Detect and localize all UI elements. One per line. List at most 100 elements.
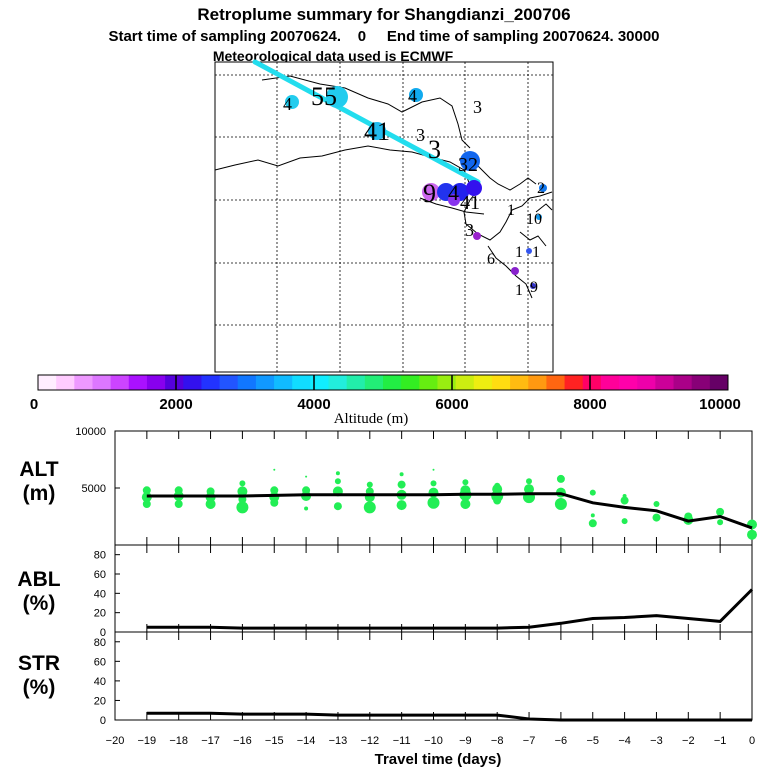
sampling-times: Start time of sampling 20070624. 0 End t…: [108, 28, 659, 45]
alt-scatter-point: [363, 501, 376, 514]
alt-scatter-point: [430, 480, 437, 487]
alt-scatter-point: [747, 529, 757, 540]
x-tick-label: −20: [106, 735, 125, 747]
colorbar-cell: [546, 375, 566, 390]
x-tick-label: −11: [393, 735, 411, 747]
map-label: 9: [530, 279, 538, 296]
y-tick-label: 10000: [75, 426, 106, 438]
alt-scatter-point: [589, 489, 596, 496]
colorbar-tick-label: 8000: [573, 396, 606, 413]
x-tick-label: −8: [491, 735, 504, 747]
alt-scatter-point: [620, 496, 629, 505]
alt-scatter-point: [460, 499, 471, 509]
plume-marker: [526, 248, 532, 254]
plume-marker: [473, 232, 481, 240]
x-axis-label: Travel time (days): [375, 751, 502, 768]
map-label: 1: [507, 202, 515, 219]
plume-marker: [530, 283, 536, 289]
y-tick-label: 80: [94, 637, 106, 649]
trajectory-path: [252, 59, 481, 185]
map-label: 4: [408, 86, 417, 106]
colorbar-cell: [183, 375, 202, 390]
plume-marker: [326, 86, 348, 108]
x-tick-label: −4: [618, 735, 631, 747]
colorbar-cell: [582, 375, 602, 390]
alt-scatter-point: [273, 468, 276, 471]
map-label: 1: [532, 244, 540, 261]
map-frame: [214, 61, 554, 373]
colorbar-cell: [346, 375, 366, 390]
x-tick-label: −6: [555, 735, 568, 747]
colorbar-cell: [165, 375, 184, 390]
y-tick-label: 40: [94, 676, 106, 688]
time-series-panels: ALT (m) ABL (%) STR (%) 5000 10000 0 20 40 6…: [17, 426, 757, 768]
colorbar-cell: [510, 375, 529, 390]
x-ticks: −20 −19 −18 −17 −16 −15 −14 −13 −12 −11 −10 −9 −8 −7−…: [106, 735, 755, 747]
alt-scatter-point: [462, 479, 469, 486]
alt-scatter-point: [652, 513, 661, 522]
alt-scatter-point: [399, 472, 404, 477]
map-label: 1: [515, 244, 523, 261]
x-tick-label: −3: [650, 735, 663, 747]
plume-marker: [368, 122, 386, 140]
colorbar-tick-label: 2000: [159, 396, 192, 413]
abl-ylabel-unit: (%): [23, 592, 56, 615]
plume-marker: [285, 95, 299, 109]
colorbar-cell: [473, 375, 493, 390]
y-tick-label: 60: [94, 569, 106, 581]
y-tick-label: 20: [94, 695, 106, 707]
y-tick-label: 5000: [82, 483, 106, 495]
alt-scatter-point: [588, 519, 597, 528]
x-tick-label: −13: [329, 735, 348, 747]
alt-scatter-point: [556, 474, 565, 483]
alt-scatter-point: [621, 518, 628, 525]
alt-scatter-point: [396, 500, 407, 511]
alt-scatter-point: [493, 496, 502, 505]
map-label: 1: [515, 282, 523, 299]
map-label: 3: [416, 125, 425, 145]
alt-scatter-point: [142, 486, 151, 495]
figure-title: Retroplume summary for Shangdianzi_20070…: [197, 5, 570, 24]
colorbar-label: Altitude (m): [334, 411, 409, 427]
colorbar-cell: [128, 375, 148, 390]
colorbar-cell: [419, 375, 438, 390]
map-label: 55: [311, 82, 337, 111]
colorbar-cell: [146, 375, 166, 390]
alt-scatter-point: [237, 486, 248, 497]
colorbar-cell: [383, 375, 402, 390]
map-label: 2: [537, 180, 545, 197]
alt-scatter-point: [524, 484, 534, 495]
colorbar-cell: [38, 375, 57, 390]
y-tick-label: 40: [94, 588, 106, 600]
map-label: 3: [428, 135, 441, 164]
plume-marker: [460, 151, 480, 171]
alt-scatter-point: [174, 500, 183, 508]
colorbar-cell: [437, 375, 457, 390]
x-tick-label: 0: [749, 735, 755, 747]
x-tick-label: −19: [138, 735, 157, 747]
x-tick-label: −9: [459, 735, 472, 747]
colorbar-cell: [237, 375, 257, 390]
colorbar-cell: [673, 375, 693, 390]
map-label: 3: [473, 97, 482, 117]
abl-line: [146, 588, 754, 630]
y-tick-label: 80: [94, 550, 106, 562]
map-label: 41: [364, 117, 390, 146]
colorbar-frame: [37, 374, 729, 391]
colorbar-tick-label: 6000: [435, 396, 468, 413]
str-ylabel: STR: [18, 652, 60, 675]
alt-scatter-point: [335, 471, 340, 476]
alt-scatter-point: [334, 478, 341, 485]
x-tick-label: −16: [233, 735, 252, 747]
colorbar-ticks: [175, 375, 591, 390]
colorbar-cell: [328, 375, 348, 390]
plume-marker: [466, 180, 482, 196]
alt-scatter-point: [653, 501, 660, 507]
alt-ylabel-unit: (m): [23, 482, 56, 505]
colorbar-cell: [255, 375, 275, 390]
map-label: 6: [487, 251, 495, 268]
plume-marker: [409, 88, 423, 102]
meteo-data-note: Meteorological data used is ECMWF: [213, 48, 454, 64]
x-tick-label: −15: [265, 735, 284, 747]
